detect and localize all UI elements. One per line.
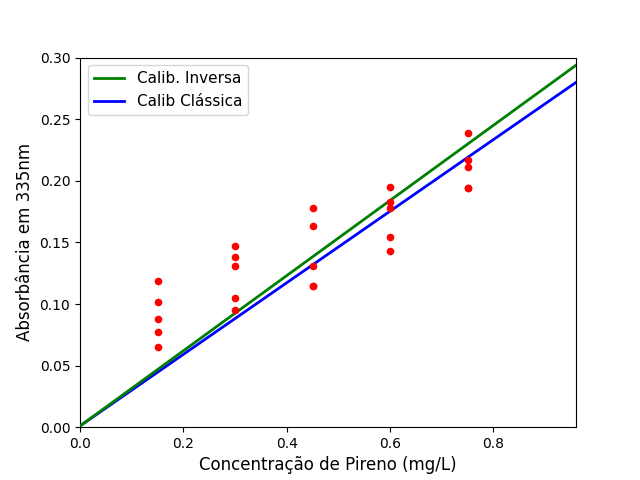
Point (385, 198, 395, 205)
Point (230, 262, 240, 270)
Point (385, 234, 395, 241)
X-axis label: Concentração de Pireno (mg/L): Concentração de Pireno (mg/L) (199, 456, 457, 474)
Point (307, 223, 317, 230)
Point (462, 129, 472, 137)
Point (152, 343, 163, 351)
Legend: Calib. Inversa, Calib Clássica: Calib. Inversa, Calib Clássica (88, 65, 248, 115)
Point (385, 204, 395, 212)
Point (385, 183, 395, 191)
Point (152, 328, 163, 336)
Point (152, 315, 163, 323)
Point (462, 184, 472, 192)
Point (462, 156, 472, 164)
Y-axis label: Absorbância em 335nm: Absorbância em 335nm (16, 144, 34, 341)
Point (230, 242, 240, 250)
Point (462, 184, 472, 192)
Point (230, 306, 240, 314)
Point (307, 282, 317, 289)
Point (230, 253, 240, 261)
Point (385, 247, 395, 255)
Point (307, 204, 317, 212)
Point (230, 294, 240, 302)
Point (462, 163, 472, 171)
Point (307, 282, 317, 289)
Point (152, 277, 163, 285)
Point (307, 262, 317, 270)
Point (152, 298, 163, 305)
